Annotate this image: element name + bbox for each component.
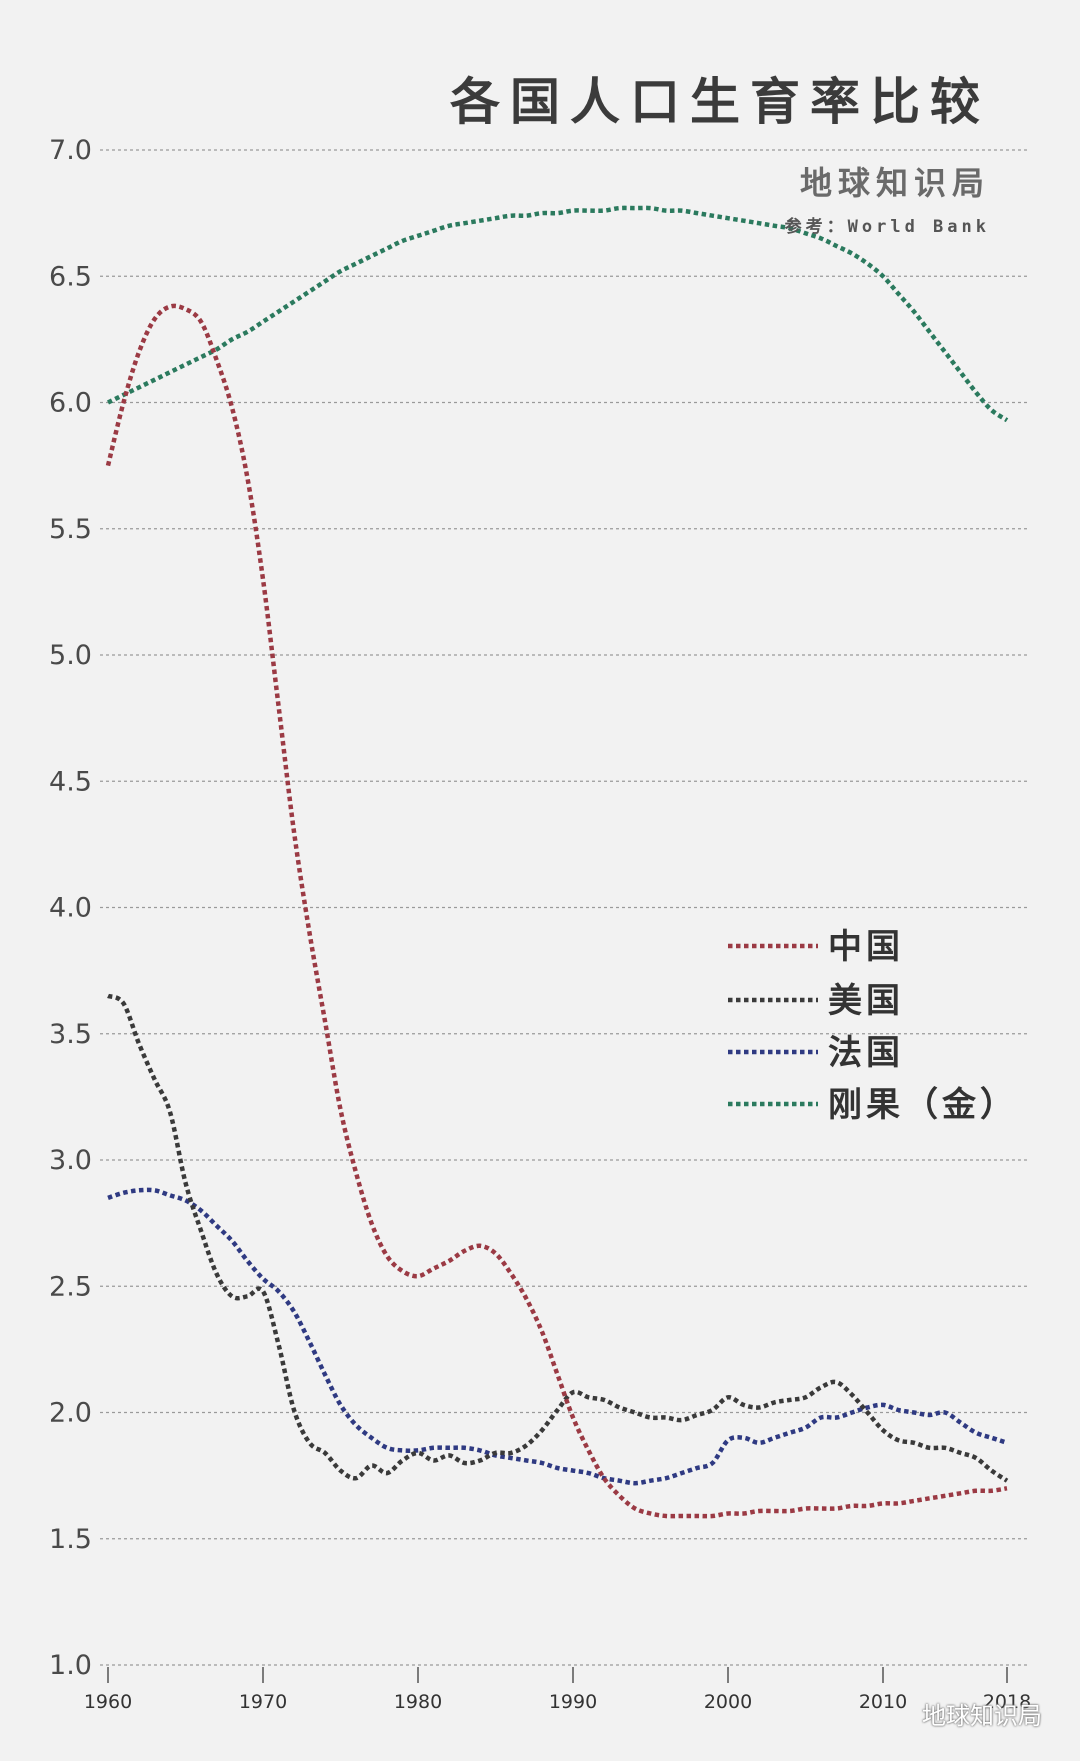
legend-label: 法国	[828, 1033, 904, 1073]
y-tick-label: 4.5	[49, 766, 92, 797]
y-tick-label: 6.5	[49, 261, 92, 292]
y-tick-label: 7.0	[49, 135, 92, 166]
legend-label: 中国	[828, 927, 904, 967]
x-tick-label: 1960	[84, 1691, 132, 1713]
x-axis: 1960 1970 1980 1990 2000 2010 2018	[84, 1667, 1031, 1713]
y-tick-label: 2.0	[49, 1398, 92, 1429]
y-tick-label: 1.5	[49, 1524, 92, 1555]
series-lines	[105, 205, 1009, 1519]
watermark: 地球知识局	[922, 1702, 1042, 1730]
x-tick-label: 2000	[704, 1691, 752, 1713]
series-line-2	[107, 1187, 1008, 1486]
x-tick-label: 1970	[239, 1691, 287, 1713]
x-tick-label: 1990	[549, 1691, 597, 1713]
y-tick-label: 3.0	[49, 1145, 92, 1176]
x-tick-label: 2018	[983, 1691, 1031, 1713]
y-tick-label: 3.5	[49, 1019, 92, 1050]
legend-label: 刚果（金）	[828, 1085, 1018, 1125]
series-line-1	[107, 993, 1009, 1483]
data-source: 参考：World Bank	[784, 217, 990, 237]
legend-label: 美国	[828, 981, 904, 1021]
x-tick-label: 1980	[394, 1691, 442, 1713]
x-tick-label: 2010	[859, 1691, 907, 1713]
y-tick-label: 5.5	[49, 514, 92, 545]
series-line-0	[105, 303, 1008, 1519]
chart-title: 各国人口生育率比较	[450, 73, 990, 131]
y-tick-label: 6.0	[49, 388, 92, 419]
y-tick-label: 5.0	[49, 640, 92, 671]
y-tick-label: 4.0	[49, 893, 92, 924]
gridlines	[100, 149, 1030, 1666]
y-axis: 1.0 1.5 2.0 2.5 3.0 3.5 4.0 4.5 5.0 5.5 6.0 6.5 7.0	[49, 135, 92, 1681]
y-tick-label: 1.0	[49, 1650, 92, 1681]
y-tick-label: 2.5	[49, 1271, 92, 1302]
brand-name: 地球知识局	[799, 164, 990, 202]
series-line-3	[106, 205, 1009, 423]
